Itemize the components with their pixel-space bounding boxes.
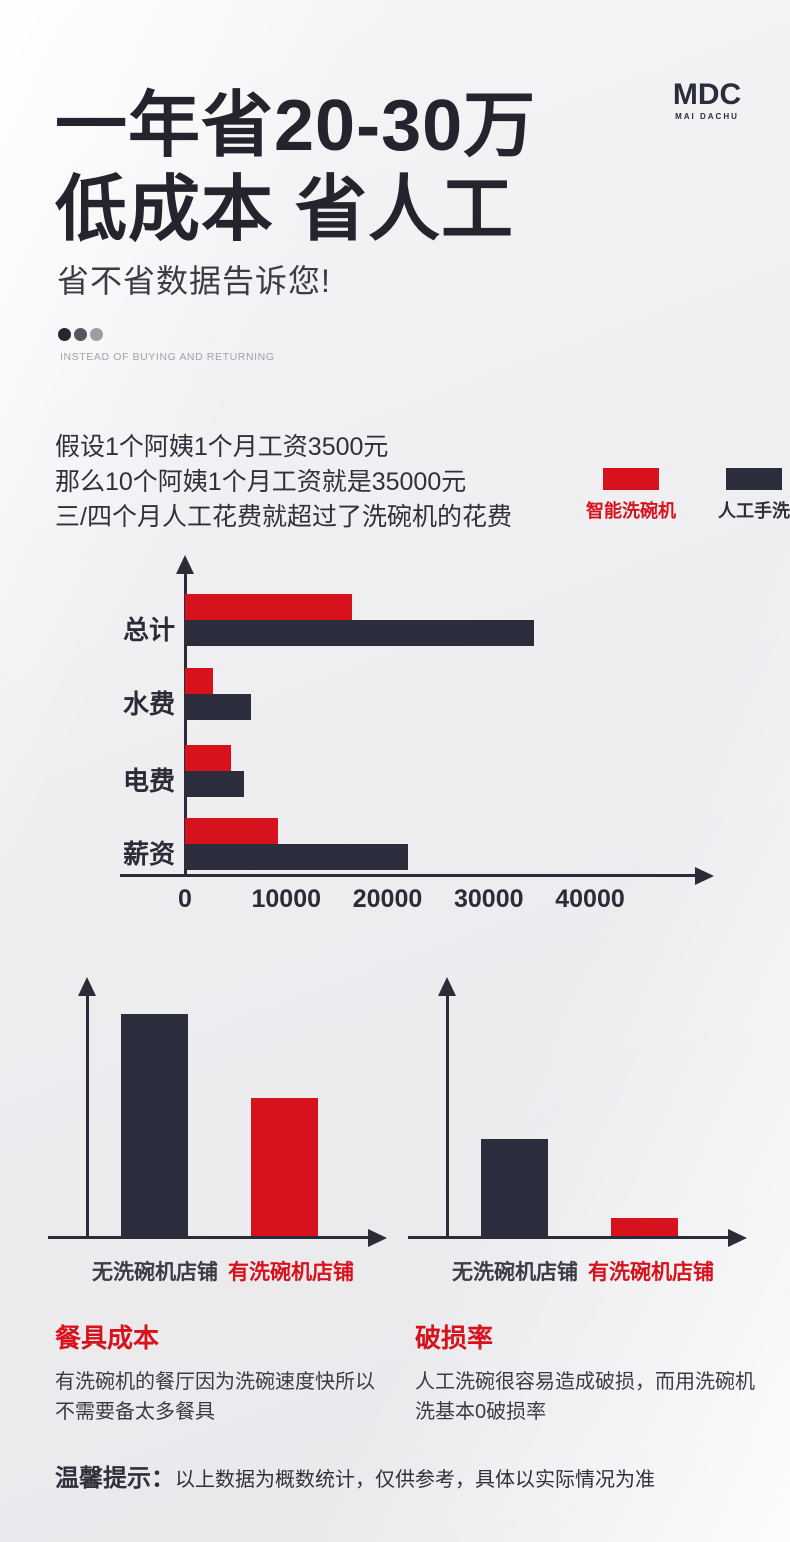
dot-icon bbox=[90, 328, 103, 341]
main-chart-category-label: 水费 bbox=[122, 689, 175, 719]
subtitle: 省不省数据告诉您! bbox=[57, 263, 331, 299]
main-chart-bar-manual bbox=[185, 844, 408, 870]
brand-logo-text: MDC bbox=[672, 78, 742, 111]
legend-item-machine: 智能洗碗机 bbox=[586, 468, 676, 523]
legend-label-manual: 人工手洗 bbox=[718, 501, 790, 521]
mini-chart-bar-with-machine bbox=[611, 1218, 678, 1236]
decorative-dots bbox=[58, 328, 103, 341]
main-chart-x-tick: 30000 bbox=[453, 885, 524, 913]
intro-line-2: 那么10个阿姨1个月工资就是35000元 bbox=[55, 468, 467, 496]
y-axis bbox=[184, 569, 187, 877]
main-chart-x-tick: 0 bbox=[178, 885, 192, 913]
x-axis bbox=[48, 1236, 370, 1239]
main-chart-x-tick: 10000 bbox=[251, 885, 322, 913]
brand-logo: MDC MAI DACHU bbox=[652, 78, 762, 122]
intro-line-1: 假设1个阿姨1个月工资3500元 bbox=[55, 433, 389, 461]
section-title: 餐具成本 bbox=[55, 1323, 160, 1353]
section-desc-line-1: 人工洗碗很容易造成破损，而用洗碗机 bbox=[415, 1371, 755, 1393]
mini-chart-bar-without-machine bbox=[121, 1014, 188, 1236]
mini-chart-1-category-without: 无洗碗机店铺 bbox=[92, 1261, 218, 1284]
main-chart: 总计水费电费薪资 0 10000 20000 30000 40000 bbox=[55, 555, 745, 935]
section-tableware-cost: 餐具成本 有洗碗机的餐厅因为洗碗速度快所以 不需要备太多餐具 bbox=[55, 1318, 400, 1427]
section-breakage-rate: 破损率 人工洗碗很容易造成破损，而用洗碗机 洗基本0破损率 bbox=[415, 1318, 760, 1427]
main-chart-category-label: 总计 bbox=[122, 615, 175, 645]
section-description: 人工洗碗很容易造成破损，而用洗碗机 洗基本0破损率 bbox=[415, 1367, 760, 1427]
page-title: 一年省20-30万 低成本 省人工 bbox=[55, 84, 536, 252]
intro-paragraph: 假设1个阿姨1个月工资3500元 那么10个阿姨1个月工资就是35000元 三/… bbox=[55, 430, 512, 535]
main-chart-x-tick: 20000 bbox=[352, 885, 423, 913]
x-axis-arrow-icon bbox=[695, 866, 714, 885]
mini-chart-2-category-with: 有洗碗机店铺 bbox=[588, 1261, 714, 1284]
main-chart-bar-machine bbox=[185, 818, 278, 844]
english-tagline: INSTEAD OF BUYING AND RETURNING bbox=[60, 351, 275, 363]
y-axis-arrow-icon bbox=[78, 977, 96, 996]
main-chart-x-tick: 40000 bbox=[555, 885, 625, 913]
main-chart-category-label: 电费 bbox=[122, 766, 175, 796]
intro-line-3: 三/四个月人工花费就超过了洗碗机的花费 bbox=[55, 503, 512, 531]
section-desc-line-2: 不需要备太多餐具 bbox=[55, 1401, 215, 1423]
brand-logo-subtext: MAI DACHU bbox=[675, 112, 739, 121]
title-line-2: 低成本 省人工 bbox=[55, 170, 515, 250]
main-chart-bar-machine bbox=[185, 668, 213, 694]
footer-note: 温馨提示：以上数据为概数统计，仅供参考，具体以实际情况为准 bbox=[55, 1458, 655, 1493]
x-axis-arrow-icon bbox=[728, 1228, 747, 1247]
title-line-1: 一年省20-30万 bbox=[55, 86, 537, 166]
section-desc-line-2: 洗基本0破损率 bbox=[415, 1401, 547, 1423]
x-axis-arrow-icon bbox=[368, 1228, 387, 1247]
y-axis-arrow-icon bbox=[438, 977, 456, 996]
legend-item-manual: 人工手洗 bbox=[718, 468, 790, 523]
mini-chart-bar-without-machine bbox=[481, 1139, 548, 1236]
legend-swatch-machine bbox=[603, 468, 659, 490]
mini-chart-2: 无洗碗机店铺 有洗碗机店铺 bbox=[400, 975, 760, 1305]
y-axis bbox=[86, 991, 89, 1238]
main-chart-category-label: 薪资 bbox=[122, 839, 175, 869]
dot-icon bbox=[58, 328, 71, 341]
section-desc-line-1: 有洗碗机的餐厅因为洗碗速度快所以 bbox=[55, 1371, 375, 1393]
section-description: 有洗碗机的餐厅因为洗碗速度快所以 不需要备太多餐具 bbox=[55, 1367, 400, 1427]
mini-chart-1-category-with: 有洗碗机店铺 bbox=[228, 1261, 354, 1284]
main-chart-bar-manual bbox=[185, 620, 534, 646]
section-title: 破损率 bbox=[415, 1323, 494, 1353]
chart-legend: 智能洗碗机 人工手洗 bbox=[586, 468, 790, 523]
y-axis bbox=[446, 991, 449, 1238]
mini-chart-1: 无洗碗机店铺 有洗碗机店铺 bbox=[40, 975, 400, 1305]
main-chart-bar-manual bbox=[185, 771, 244, 797]
x-axis bbox=[120, 874, 698, 877]
x-axis bbox=[408, 1236, 730, 1239]
mini-chart-2-category-without: 无洗碗机店铺 bbox=[452, 1261, 578, 1284]
legend-swatch-manual bbox=[726, 468, 782, 490]
dot-icon bbox=[74, 328, 87, 341]
mini-chart-bar-with-machine bbox=[251, 1098, 318, 1236]
main-chart-bar-machine bbox=[185, 745, 231, 771]
footer-note-prefix: 温馨提示： bbox=[55, 1465, 175, 1492]
main-chart-bar-machine bbox=[185, 594, 352, 620]
legend-label-machine: 智能洗碗机 bbox=[586, 501, 676, 521]
main-chart-bar-manual bbox=[185, 694, 251, 720]
footer-note-text: 以上数据为概数统计，仅供参考，具体以实际情况为准 bbox=[175, 1469, 655, 1491]
y-axis-arrow-icon bbox=[176, 555, 194, 574]
